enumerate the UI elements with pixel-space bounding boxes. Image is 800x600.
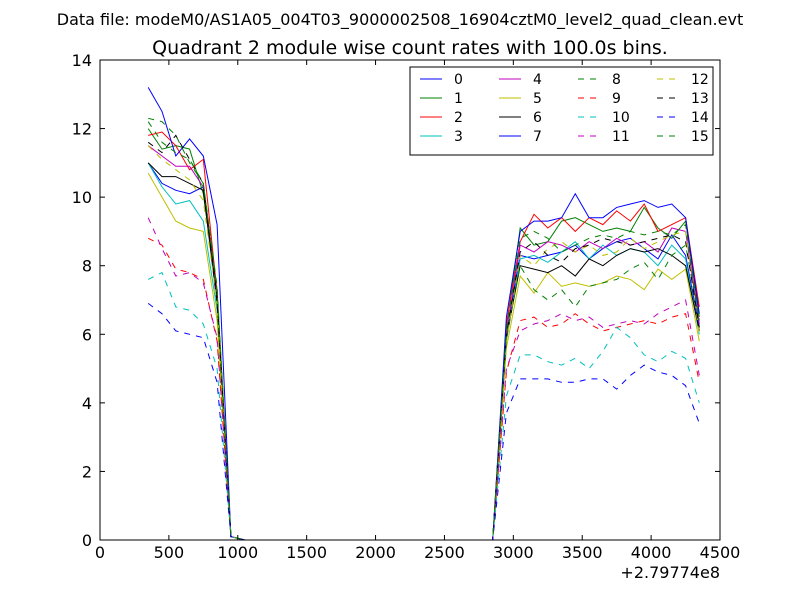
legend-label-9: 9 xyxy=(612,91,621,107)
series-line-13 xyxy=(147,134,700,541)
series-line-2 xyxy=(148,131,700,541)
legend-label-12: 12 xyxy=(691,72,709,88)
legend-label-3: 3 xyxy=(454,129,463,145)
legend-label-6: 6 xyxy=(533,110,542,126)
x-tick-label: 500 xyxy=(154,543,185,562)
series-line-11 xyxy=(147,217,700,541)
series-line-3 xyxy=(147,162,700,541)
series-line-12 xyxy=(147,145,700,541)
x-offset-label: +2.79774e8 xyxy=(620,563,720,582)
y-tick-label: 4 xyxy=(82,394,92,413)
legend-label-14: 14 xyxy=(691,110,709,126)
legend-label-4: 4 xyxy=(533,72,542,88)
series-line-15 xyxy=(147,121,700,541)
x-tick-label: 3000 xyxy=(493,543,534,562)
x-tick-label: 4000 xyxy=(631,543,672,562)
suptitle: Data file: modeM0/AS1A05_004T03_90000025… xyxy=(57,10,743,30)
series-line-6 xyxy=(147,162,700,541)
legend-label-13: 13 xyxy=(691,91,709,107)
y-tick-label: 0 xyxy=(82,531,92,550)
legend-label-0: 0 xyxy=(454,72,463,88)
series-line-1 xyxy=(147,128,700,541)
y-tick-label: 10 xyxy=(72,188,92,207)
series-line-14 xyxy=(147,302,700,541)
ticks: 0 500 1000 1500 2000 2500 3000 3500 4000 4500 0 2 4 6… xyxy=(72,51,741,562)
legend-label-10: 10 xyxy=(612,110,630,126)
y-tick-label: 8 xyxy=(82,257,92,276)
chart-title: Quadrant 2 module wise count rates with … xyxy=(152,37,668,59)
legend-label-7: 7 xyxy=(533,129,542,145)
y-tick-label: 6 xyxy=(82,325,92,344)
legend-label-1: 1 xyxy=(454,91,463,107)
x-tick-label: 4500 xyxy=(700,543,741,562)
x-tick-label: 1000 xyxy=(217,543,258,562)
legend-label-2: 2 xyxy=(454,110,463,126)
y-tick-label: 12 xyxy=(72,120,92,139)
legend-label-11: 11 xyxy=(612,129,630,145)
legend-label-8: 8 xyxy=(612,72,621,88)
x-tick-label: 0 xyxy=(95,543,105,562)
series-line-10 xyxy=(147,271,700,541)
series-line-8 xyxy=(148,117,700,541)
legend-label-15: 15 xyxy=(691,129,709,145)
x-tick-label: 1500 xyxy=(286,543,327,562)
series-line-4 xyxy=(147,145,700,541)
y-tick-label: 2 xyxy=(82,462,92,481)
series-line-0 xyxy=(147,162,700,541)
x-tick-label: 2500 xyxy=(424,543,465,562)
x-tick-label: 3500 xyxy=(562,543,603,562)
legend-label-5: 5 xyxy=(533,91,542,107)
x-tick-label: 2000 xyxy=(355,543,396,562)
y-tick-label: 14 xyxy=(72,51,92,70)
axes-frame xyxy=(99,59,721,541)
legend-box xyxy=(409,66,714,156)
